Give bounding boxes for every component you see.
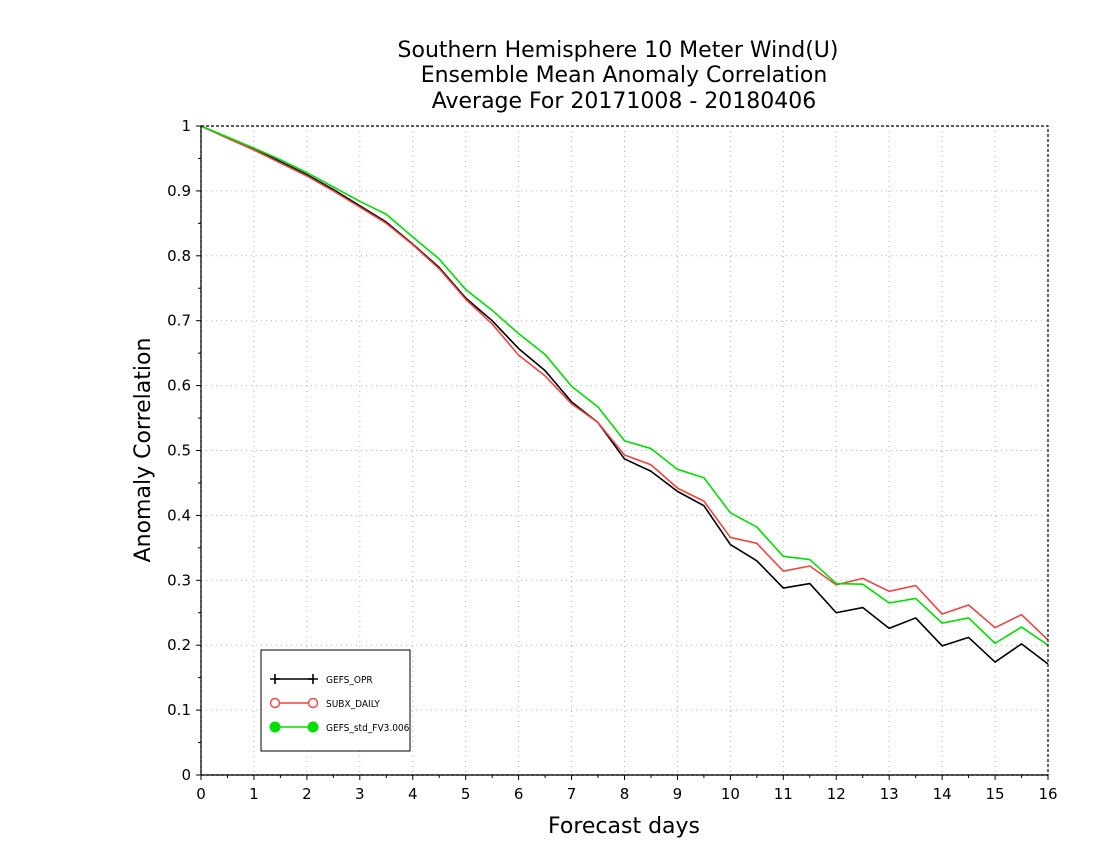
x-tick-label: 13 (880, 785, 899, 803)
y-tick-label: 0 (181, 766, 191, 784)
legend-label: SUBX_DAILY (326, 699, 380, 710)
x-tick-label: 4 (408, 785, 418, 803)
legend-item-subx-daily: SUBX_DAILY (269, 697, 380, 710)
x-tick-label: 14 (933, 785, 952, 803)
x-tick-label: 5 (461, 785, 471, 803)
y-tick-label: 0.1 (167, 701, 191, 719)
chart-title-line-2: Ensemble Mean Anomaly Correlation (421, 63, 828, 88)
x-tick-label: 15 (986, 785, 1005, 803)
legend-plus-marker (270, 674, 280, 684)
legend-label: GEFS_OPR (326, 675, 373, 686)
y-tick-label: 0.6 (167, 377, 191, 395)
y-tick-label: 0.5 (167, 442, 191, 460)
y-tick-label: 0.8 (167, 247, 191, 265)
legend-filled-circle-marker (307, 721, 319, 733)
y-axis-label: Anomaly Correlation (131, 338, 156, 563)
x-tick-label: 3 (355, 785, 365, 803)
chart-title-line-1: Southern Hemisphere 10 Meter Wind(U) (398, 38, 839, 63)
legend-filled-circle-marker (269, 721, 281, 733)
x-tick-label: 7 (567, 785, 577, 803)
x-tick-label: 0 (196, 785, 206, 803)
x-axis-label: Forecast days (548, 814, 700, 839)
grid-lines (201, 126, 1048, 775)
y-tick-label: 0.3 (167, 571, 191, 589)
x-tick-label: 2 (302, 785, 312, 803)
x-tick-label: 9 (673, 785, 683, 803)
x-tick-label: 6 (514, 785, 524, 803)
x-tick-label: 16 (1038, 785, 1057, 803)
y-tick-label: 1 (181, 117, 191, 135)
y-axis-ticks: 0 0.1 0.2 0.3 0.4 0.5 0.6 0.7 0.8 0.9 1 (167, 117, 201, 784)
legend-box (260, 649, 411, 752)
legend-open-circle-marker (307, 697, 319, 709)
series-line-subx-daily (200, 125, 1049, 641)
legend-item-gefs-opr: GEFS_OPR (270, 674, 373, 686)
x-tick-label: 12 (827, 785, 846, 803)
x-tick-label: 1 (249, 785, 259, 803)
chart-title: Southern Hemisphere 10 Meter Wind(U) Ens… (398, 38, 839, 114)
chart-title-line-3: Average For 20171008 - 20180406 (432, 89, 817, 114)
x-tick-label: 10 (721, 785, 740, 803)
y-tick-label: 0.4 (167, 506, 191, 524)
x-tick-label: 8 (620, 785, 630, 803)
legend-open-circle-marker (269, 697, 281, 709)
legend-plus-marker (308, 674, 318, 684)
legend-item-gefs-std-fv3-006: GEFS_std_FV3.006 (269, 721, 410, 734)
series-line-gefs-std-fv3-006 (200, 125, 1049, 646)
legend: GEFS_OPR SUBX_DAILY GEFS_std_FV3.006 (260, 649, 411, 752)
series-line-gefs-opr (200, 125, 1049, 665)
y-tick-label: 0.2 (167, 636, 191, 654)
series-layer (200, 125, 1049, 665)
y-tick-label: 0.7 (167, 312, 191, 330)
x-tick-label: 11 (774, 785, 793, 803)
y-tick-label: 0.9 (167, 182, 191, 200)
legend-label: GEFS_std_FV3.006 (326, 723, 410, 734)
x-axis-ticks: 0 1 2 3 4 5 6 7 8 9 10 11 12 13 14 15 16 (196, 775, 1058, 803)
